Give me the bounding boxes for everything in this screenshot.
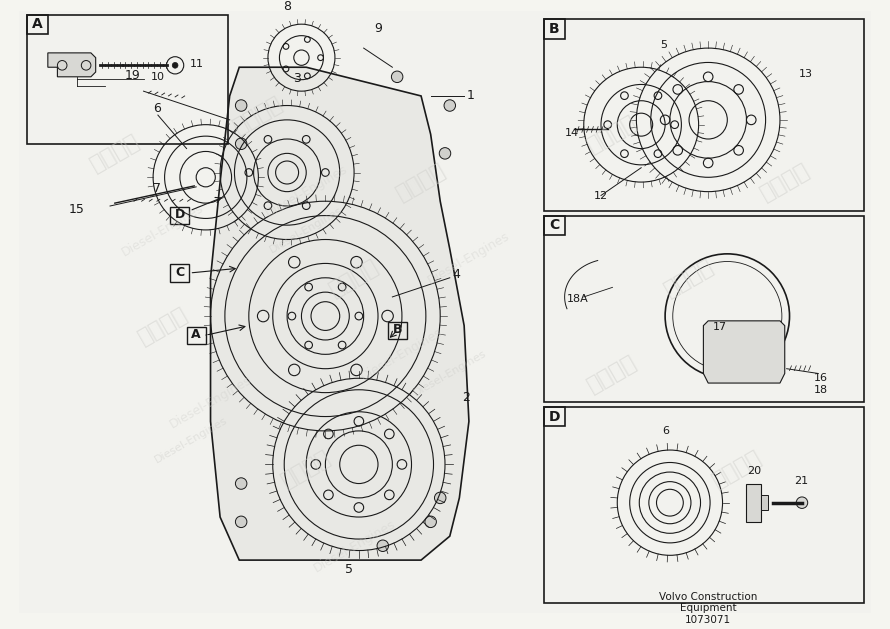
Text: 18A: 18A (567, 294, 588, 304)
Text: 7: 7 (153, 182, 161, 194)
Text: Volvo Construction
Equipment
1073071: Volvo Construction Equipment 1073071 (659, 592, 757, 625)
Text: A: A (32, 17, 43, 31)
Text: B: B (549, 22, 560, 36)
Text: Diesel-Engines: Diesel-Engines (119, 201, 206, 259)
Text: 紧发动力: 紧发动力 (661, 256, 717, 300)
Polygon shape (703, 321, 785, 383)
Text: 紧发动力: 紧发动力 (585, 352, 641, 396)
Bar (747, 484, 761, 522)
Circle shape (797, 497, 808, 508)
Text: 9: 9 (374, 22, 382, 35)
Bar (387, 322, 407, 339)
Text: A: A (191, 328, 201, 341)
Text: 紧发动力: 紧发动力 (278, 447, 335, 491)
Circle shape (377, 540, 389, 552)
Circle shape (236, 100, 247, 111)
Text: 紧发动力: 紧发动力 (708, 447, 765, 491)
Bar (170, 264, 190, 282)
Bar (170, 207, 190, 224)
Bar (544, 19, 864, 211)
Text: Diesel-Engines: Diesel-Engines (268, 205, 344, 255)
Text: 12: 12 (594, 191, 608, 201)
Text: Diesel-Engines: Diesel-Engines (359, 326, 445, 383)
Text: C: C (549, 218, 559, 232)
Bar (544, 407, 564, 426)
Text: 紧发动力: 紧发动力 (86, 131, 143, 175)
Bar (544, 216, 564, 235)
Text: 5: 5 (660, 40, 668, 50)
Circle shape (440, 148, 450, 159)
Text: B: B (392, 323, 402, 336)
Text: 20: 20 (747, 466, 761, 476)
Text: 紧发动力: 紧发动力 (392, 160, 449, 204)
Bar (761, 495, 768, 510)
Text: 紧发动力: 紧发动力 (326, 256, 382, 300)
Circle shape (236, 138, 247, 150)
Text: 紧发动力: 紧发动力 (756, 160, 813, 204)
Text: 19: 19 (125, 69, 140, 82)
Circle shape (173, 62, 178, 68)
Text: 10: 10 (151, 72, 166, 82)
Circle shape (434, 492, 446, 504)
Text: 6: 6 (662, 426, 669, 436)
Bar (544, 19, 564, 38)
Circle shape (236, 516, 247, 528)
Bar (544, 216, 864, 402)
Text: C: C (175, 265, 184, 279)
Text: 14: 14 (564, 128, 578, 138)
Circle shape (236, 478, 247, 489)
Circle shape (392, 71, 403, 82)
Polygon shape (211, 67, 469, 560)
Text: D: D (548, 409, 560, 423)
Text: 紧发动力: 紧发动力 (134, 304, 190, 348)
Text: 11: 11 (190, 59, 204, 69)
Text: 16: 16 (813, 373, 828, 383)
Polygon shape (48, 53, 96, 77)
Text: Diesel-Engines: Diesel-Engines (425, 230, 513, 287)
Bar (544, 407, 864, 603)
Text: 5: 5 (345, 563, 353, 576)
Text: 8: 8 (283, 0, 291, 13)
Text: 1: 1 (467, 89, 475, 103)
Circle shape (444, 100, 456, 111)
Text: Diesel-Engines: Diesel-Engines (311, 517, 398, 574)
Text: Diesel-Engines: Diesel-Engines (153, 416, 230, 465)
Text: Diesel-Engines: Diesel-Engines (411, 348, 488, 398)
Text: 18: 18 (813, 384, 828, 394)
Text: 13: 13 (799, 69, 813, 79)
Text: Diesel-Engines: Diesel-Engines (263, 163, 350, 220)
Text: 6: 6 (153, 103, 161, 115)
Bar (27, 14, 48, 34)
Bar (27, 14, 228, 144)
Text: 21: 21 (794, 476, 808, 486)
Text: 紧发动力: 紧发动力 (585, 112, 641, 156)
Text: 4: 4 (453, 268, 460, 281)
Text: Diesel-Engines: Diesel-Engines (167, 374, 254, 431)
Text: D: D (174, 208, 185, 221)
Text: 17: 17 (713, 323, 727, 332)
Text: 2: 2 (462, 391, 470, 404)
Text: 15: 15 (69, 203, 85, 216)
Text: 紧发动力: 紧发动力 (231, 93, 287, 137)
Circle shape (425, 516, 436, 528)
Text: 3: 3 (293, 72, 301, 84)
Bar (187, 326, 206, 344)
